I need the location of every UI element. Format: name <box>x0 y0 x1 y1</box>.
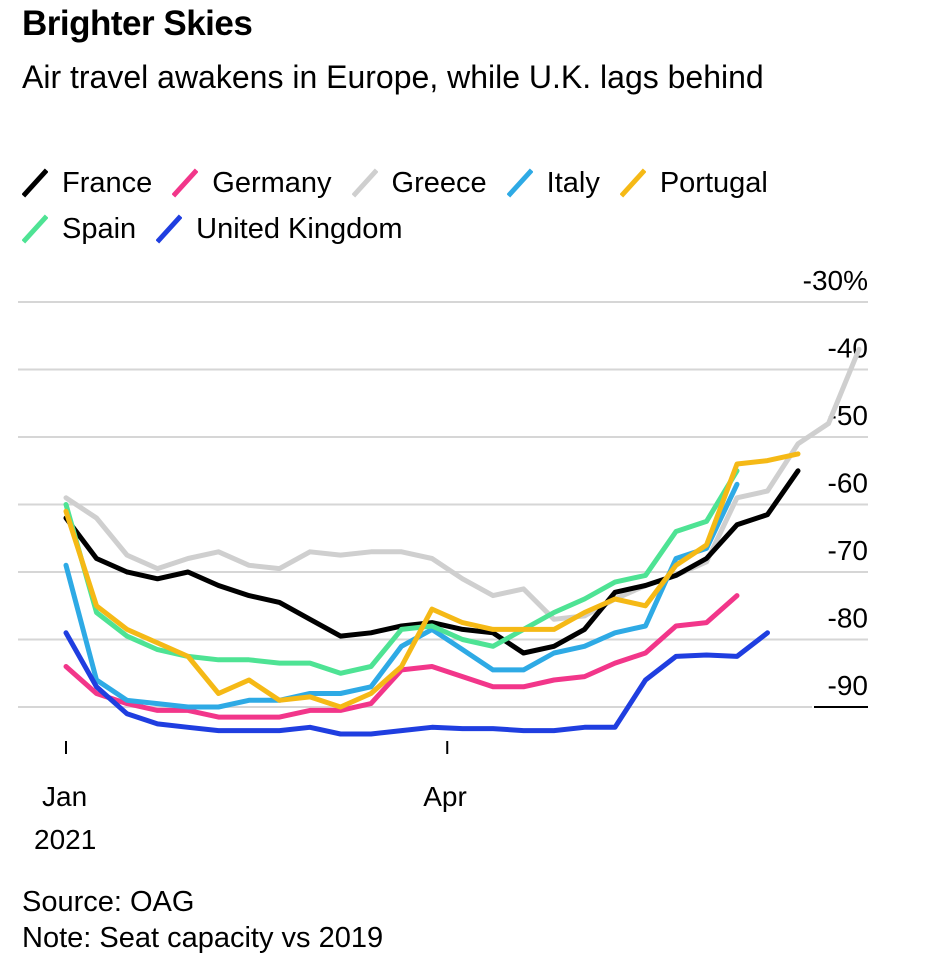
chart-title: Brighter Skies <box>22 4 253 43</box>
footer: Source: OAG Note: Seat capacity vs 2019 <box>22 884 383 956</box>
legend-item-united-kingdom: United Kingdom <box>156 212 403 246</box>
legend-swatch-germany <box>172 168 199 198</box>
x-tick-label: Apr <box>423 781 467 812</box>
legend-swatch-greece <box>351 168 378 198</box>
series-line-united-kingdom <box>63 630 770 737</box>
y-tick-label: -40 <box>828 333 868 364</box>
legend-item-greece: Greece <box>351 166 487 200</box>
legend-item-france: France <box>22 167 152 200</box>
source-note: Source: OAG <box>22 886 195 918</box>
legend-label-portugal: Portugal <box>659 166 768 199</box>
y-axis-labels: -30%-40-50-60-70-80-90 <box>803 265 868 701</box>
legend-swatch-spain <box>22 214 48 244</box>
series-line-france <box>63 468 801 656</box>
legend-swatch-united-kingdom <box>156 214 183 244</box>
legend-row-2: Spain United Kingdom <box>22 206 922 252</box>
y-tick-label: -90 <box>828 670 868 701</box>
legend-item-germany: Germany <box>172 166 332 200</box>
legend-row-1: France Germany Greece Italy Portugal <box>22 160 922 206</box>
legend-item-italy: Italy <box>506 166 600 200</box>
legend-item-spain: Spain <box>22 213 136 246</box>
legend-label-france: France <box>62 166 153 199</box>
legend-item-portugal: Portugal <box>619 166 768 200</box>
x-tick-label: Jan <box>42 781 87 812</box>
legend-swatch-portugal <box>619 168 646 198</box>
y-tick-label: -70 <box>828 535 868 566</box>
chart-subtitle: Air travel awakens in Europe, while U.K.… <box>22 59 764 95</box>
legend-label-united-kingdom: United Kingdom <box>196 212 403 245</box>
legend-swatch-italy <box>506 168 533 198</box>
y-tick-label: -60 <box>828 468 868 499</box>
series-line-italy <box>63 481 740 710</box>
legend-label-italy: Italy <box>546 166 600 199</box>
capacity-note: Note: Seat capacity vs 2019 <box>22 922 384 954</box>
series-line-greece <box>63 346 862 622</box>
x-tick-year-label: 2021 <box>34 824 96 855</box>
legend: France Germany Greece Italy Portugal Spa… <box>22 160 922 252</box>
legend-label-spain: Spain <box>62 212 137 245</box>
series-line-germany <box>63 593 740 720</box>
y-tick-label: -80 <box>828 603 868 634</box>
legend-label-germany: Germany <box>212 166 332 199</box>
series-line-portugal <box>63 451 801 710</box>
y-tick-label: -30% <box>803 265 868 296</box>
legend-swatch-france <box>22 168 48 198</box>
x-axis: Jan 2021 Apr <box>34 741 467 855</box>
legend-label-greece: Greece <box>391 166 487 199</box>
series-lines <box>63 346 862 737</box>
